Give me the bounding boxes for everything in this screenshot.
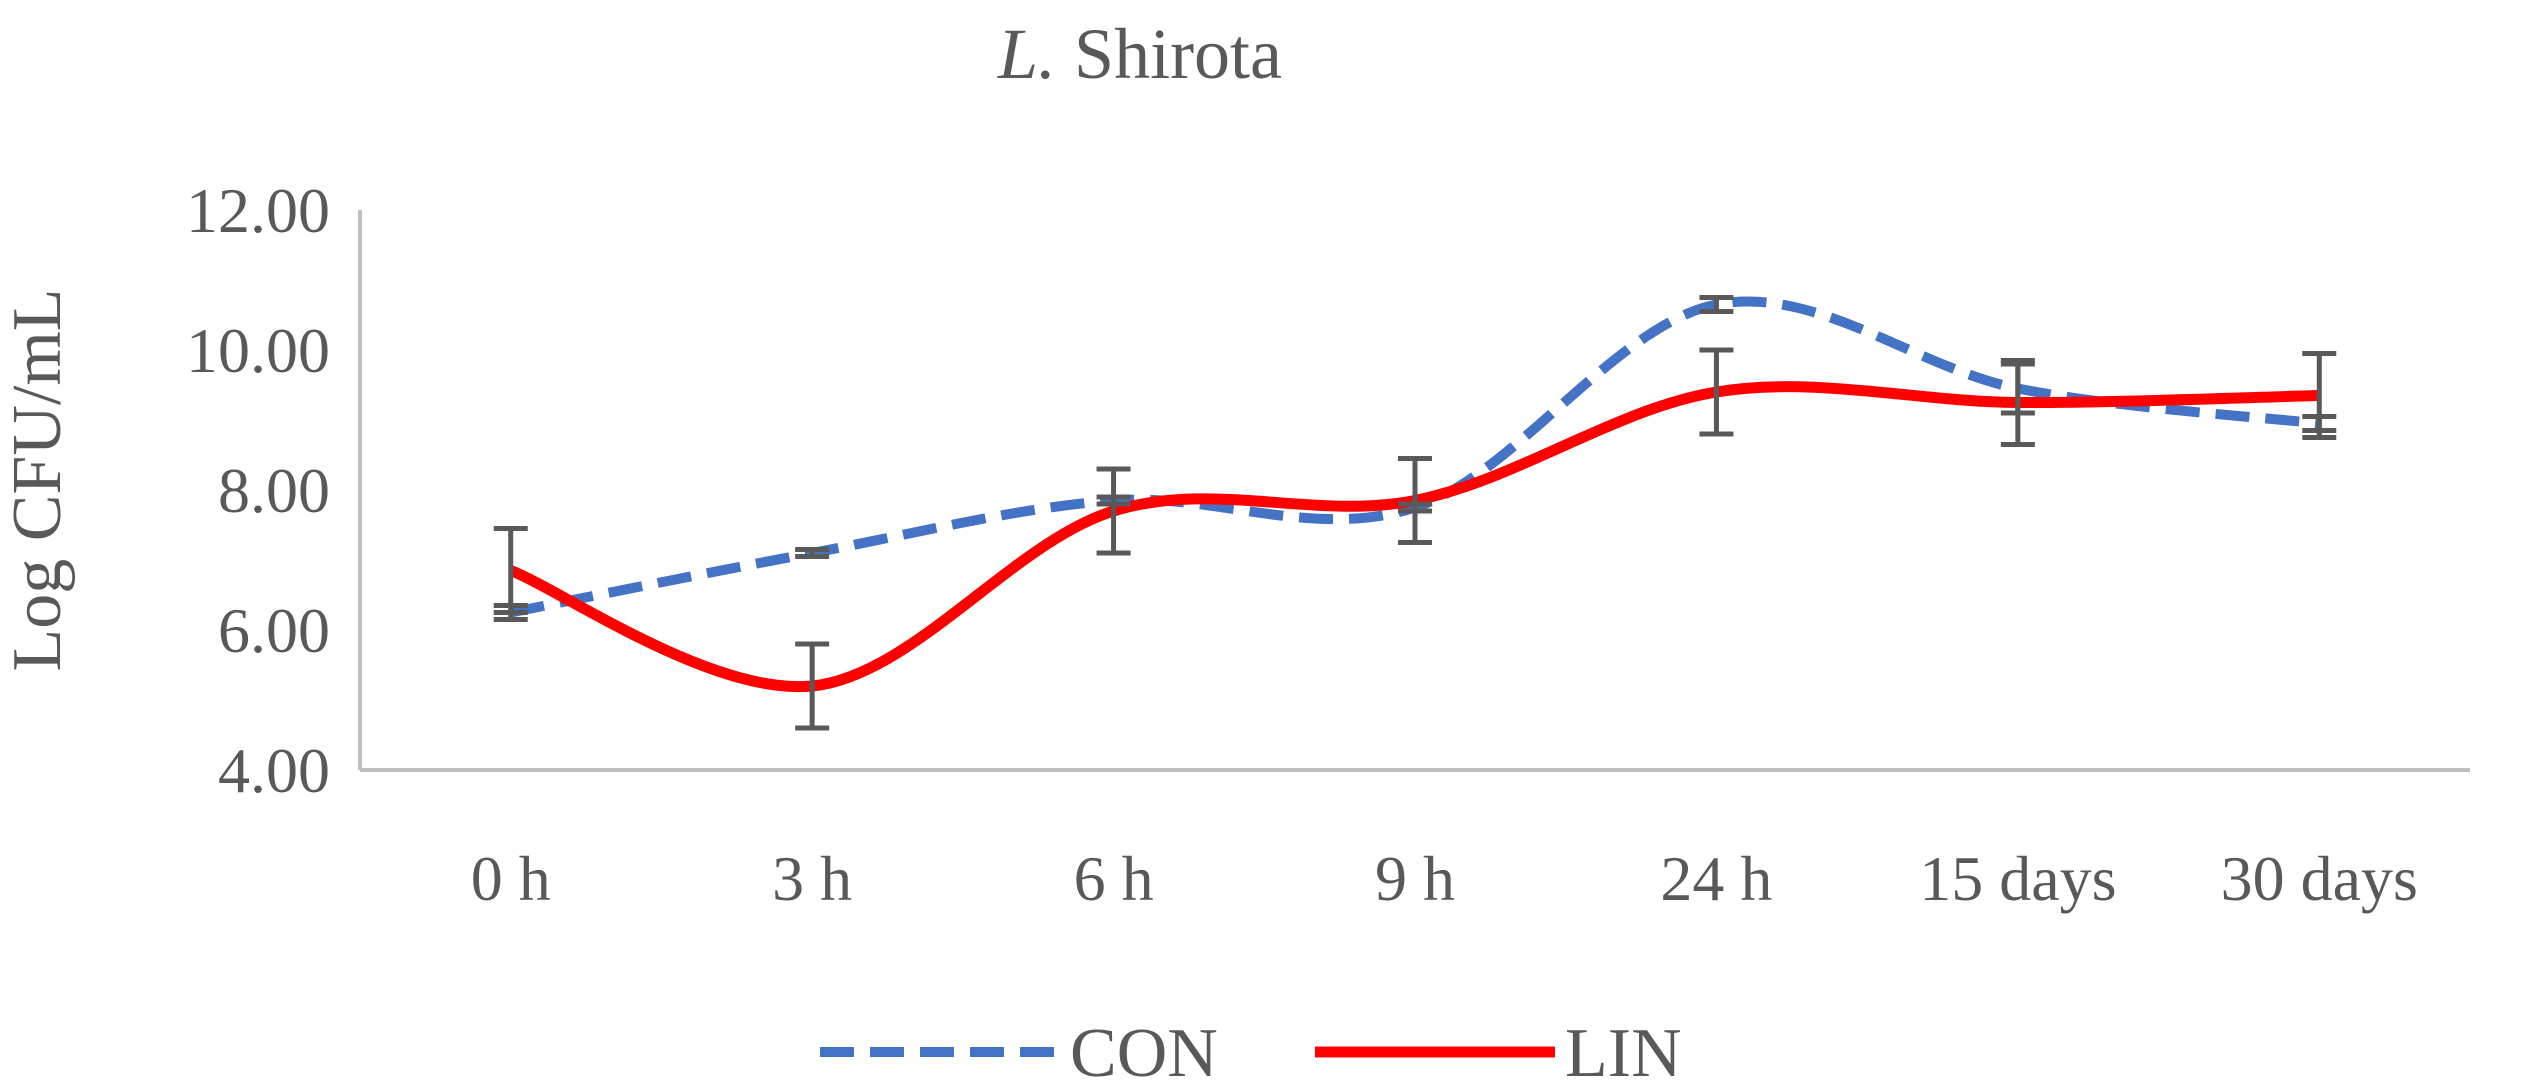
error-bar-lin <box>493 526 528 615</box>
error-bar-lin <box>1398 456 1432 545</box>
y-axis-title: Log CFU/mL <box>0 288 76 671</box>
y-tick-label: 6.00 <box>218 595 330 666</box>
x-tick-label: 3 h <box>772 843 852 914</box>
y-tick-label: 8.00 <box>218 455 330 526</box>
axes <box>358 210 2470 772</box>
chart-title-italic: L. <box>997 14 1056 94</box>
x-tick-label: 15 days <box>1919 843 2116 914</box>
chart-title-rest: Shirota <box>1056 14 1282 94</box>
error-bar-lin <box>1699 347 1734 437</box>
x-tick-labels: 0 h 3 h 6 h 9 h 24 h 15 days 30 days <box>471 843 2418 914</box>
x-tick-label: 9 h <box>1375 843 1455 914</box>
error-bar-con <box>795 547 830 559</box>
y-tick-label: 4.00 <box>218 735 330 806</box>
chart-title: L. Shirota <box>997 14 1282 94</box>
legend-label-con: CON <box>1070 1015 1218 1091</box>
legend-label-lin: LIN <box>1565 1015 1682 1091</box>
y-tick-label: 10.00 <box>186 315 330 386</box>
error-bar-con <box>1699 295 1734 314</box>
legend: CON LIN <box>820 1015 1682 1091</box>
error-bar-lin <box>795 641 830 731</box>
error-bar-lin <box>2302 351 2337 440</box>
error-bar-lin <box>2000 358 2035 447</box>
x-tick-label: 30 days <box>2221 843 2418 914</box>
x-tick-label: 6 h <box>1074 843 1154 914</box>
error-bar-lin <box>1096 466 1131 556</box>
x-tick-label: 24 h <box>1660 843 1772 914</box>
x-tick-label: 0 h <box>471 843 551 914</box>
error-bars <box>493 295 2337 731</box>
y-tick-label: 12.00 <box>186 175 330 246</box>
y-tick-labels: 4.00 6.00 8.00 10.00 12.00 <box>186 175 330 806</box>
